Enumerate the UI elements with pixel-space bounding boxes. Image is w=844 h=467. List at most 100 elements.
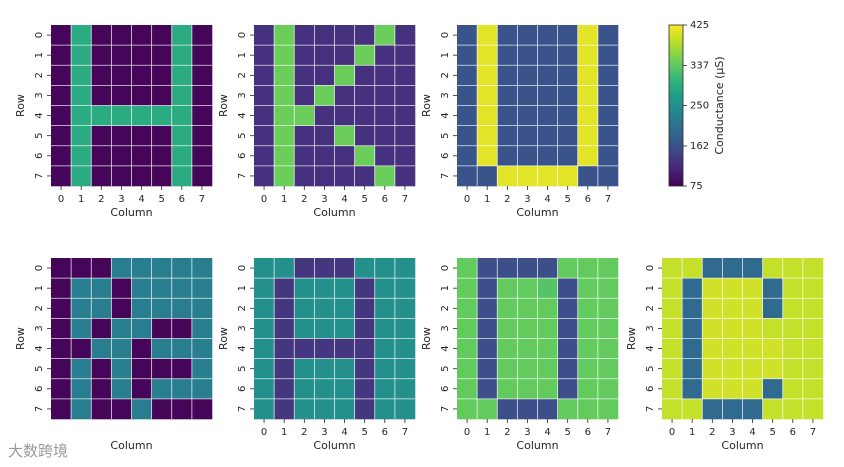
heatmap-cell (111, 105, 132, 126)
heatmap-cell (334, 258, 355, 279)
heatmap-cell (294, 298, 315, 319)
heatmap-cell (254, 378, 275, 400)
heatmap-cell (354, 45, 376, 66)
heatmap-cell (111, 145, 132, 167)
heatmap-cell (91, 45, 112, 66)
x-tick-label: 1 (281, 427, 287, 438)
heatmap-cell (131, 258, 152, 279)
heatmap-cell (477, 298, 498, 319)
y-tick-label: 6 (440, 386, 451, 392)
heatmap-cell (254, 85, 275, 106)
heatmap-cell (91, 338, 112, 359)
heatmap-cell (354, 378, 376, 400)
x-tick-label: 1 (484, 427, 490, 438)
heatmap-cell (314, 125, 335, 147)
heatmap-cell (457, 298, 478, 319)
heatmap-cell (151, 165, 173, 187)
heatmap-cell (597, 318, 619, 339)
heatmap-cell (171, 25, 193, 46)
y-tick-label: 6 (645, 386, 656, 392)
heatmap-cell (457, 85, 478, 106)
heatmap-cell (662, 358, 683, 380)
heatmap-cell (517, 318, 538, 339)
colorbar (668, 24, 684, 187)
heatmap-cell (517, 105, 538, 126)
heatmap-cell (191, 25, 213, 46)
heatmap-cell (191, 378, 213, 400)
heatmap-cell (51, 85, 72, 106)
x-axis-label: Column (110, 439, 152, 452)
heatmap-cell (517, 125, 538, 147)
heatmap-cell (557, 378, 579, 400)
heatmap-cell (577, 318, 599, 339)
x-tick-label: 5 (770, 427, 776, 438)
y-tick-label: 4 (34, 345, 45, 351)
heatmap-cell (517, 378, 538, 400)
heatmap-cell (597, 125, 619, 147)
heatmap-cell (682, 398, 703, 420)
heatmap-cell (171, 398, 193, 420)
heatmap-cell (702, 358, 723, 380)
heatmap-cell (374, 25, 396, 46)
heatmap-cell (151, 358, 173, 380)
heatmap-cell (314, 338, 335, 359)
y-tick-label: 0 (440, 265, 451, 271)
heatmap-cell (131, 358, 152, 380)
x-axis-label: Column (313, 206, 355, 219)
heatmap-cell (354, 65, 376, 86)
heatmap-cell (51, 45, 72, 66)
heatmap-cell (51, 338, 72, 359)
heatmap-cell (557, 165, 579, 187)
heatmap-cell (254, 125, 275, 147)
heatmap-cell (662, 338, 683, 359)
heatmap-cell (171, 258, 193, 279)
heatmap-cell (702, 398, 723, 420)
heatmap-cell (702, 278, 723, 299)
heatmap-cell (782, 298, 804, 319)
heatmap-cell (191, 398, 213, 420)
heatmap-cell (577, 298, 599, 319)
heatmap-cell (131, 145, 152, 167)
heatmap-cell (294, 105, 315, 126)
x-tick-label: 3 (321, 194, 327, 205)
x-tick-label: 6 (179, 194, 185, 205)
heatmap-cell (131, 338, 152, 359)
heatmap-cell (682, 278, 703, 299)
heatmap-cell (537, 298, 558, 319)
y-tick-label: 7 (34, 173, 45, 179)
heatmap-cell (802, 258, 824, 279)
heatmap-cell (782, 338, 804, 359)
heatmap-cell (577, 258, 599, 279)
heatmap-cell (557, 258, 579, 279)
heatmap-cell (274, 298, 295, 319)
heatmap-cell (537, 125, 558, 147)
y-tick-label: 3 (645, 325, 656, 331)
heatmap-cell (334, 358, 355, 380)
heatmap-cell (274, 378, 295, 400)
x-axis-label: Column (721, 439, 763, 452)
heatmap-cell (394, 378, 416, 400)
x-tick-label: 3 (729, 427, 735, 438)
heatmap-cell (557, 65, 579, 86)
heatmap-cell (354, 125, 376, 147)
heatmap-cell (457, 338, 478, 359)
heatmap-cell (294, 125, 315, 147)
heatmap-cell (334, 278, 355, 299)
heatmap-cell (111, 398, 132, 420)
heatmap-cell (374, 165, 396, 187)
heatmap-cell (742, 378, 763, 400)
heatmap-cell (374, 278, 396, 299)
x-tick-label: 5 (159, 194, 165, 205)
y-tick-label: 7 (237, 173, 248, 179)
heatmap-cell (577, 85, 599, 106)
heatmap-cell (51, 65, 72, 86)
heatmap-cell (111, 165, 132, 187)
heatmap-cell (597, 65, 619, 86)
heatmap-cell (497, 338, 518, 359)
heatmap-cell (394, 165, 416, 187)
heatmap-cell (597, 25, 619, 46)
heatmap-cell (394, 45, 416, 66)
heatmap-cell (191, 145, 213, 167)
heatmap-cell (374, 298, 396, 319)
x-axis-label: Column (110, 206, 152, 219)
